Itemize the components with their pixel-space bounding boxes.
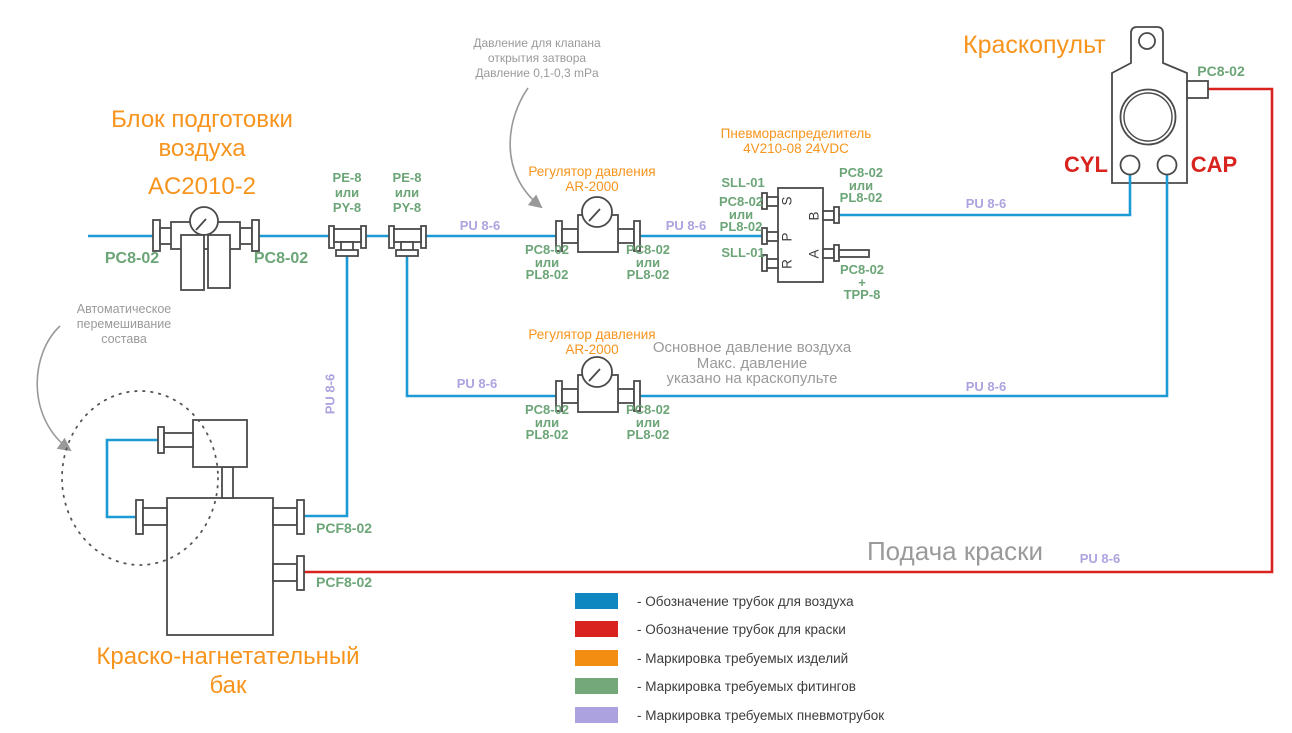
pressure-regulator-2 [555,356,641,413]
legend-row-products: - Маркировка требуемых изделий [575,650,848,666]
tee-fitting-1 [328,225,367,257]
pneumatic-distributor [761,187,870,283]
valve-pressure-note: Давление для клапана открытия затвора Да… [473,36,601,80]
legend-row-air: - Обозначение трубок для воздуха [575,593,854,609]
regulator2-fitting-right-label: PC8-02 или PL8-02 [625,402,671,442]
port-letter-r: R [780,259,795,269]
legend-swatch-tubes [575,707,618,723]
tube-label-vertical: PU 8-6 [322,373,338,415]
port-letter-p: P [780,232,795,241]
air-prep-title: Блок подготовки воздуха [111,106,293,162]
port-letter-s: S [780,196,795,205]
air-pipe-regulator2-to-cap [636,172,1169,398]
mixing-note: Автоматическое перемешивание состава [76,302,172,346]
tube-label-reg2-in: PU 8-6 [456,376,498,391]
gun-details [1119,32,1209,176]
air-pipe-tee1-to-tank [304,244,349,518]
legend-row-fittings: - Маркировка требуемых фитингов [575,678,856,694]
air-prep-fitting-left-label: PC8-02 [104,250,160,267]
air-pipe-mixing-loop [105,438,159,519]
tee1-label: PE-8 или PY-8 [332,170,362,215]
gun-fitting-label: PC8-02 [1197,63,1245,79]
air-prep-unit [152,206,260,291]
regulator2-title: Регулятор давления AR-2000 [528,327,656,357]
legend-row-paint: - Обозначение трубок для краски [575,621,846,637]
tube-label-reg2-out: PU 8-6 [965,379,1007,394]
regulator1-title: Регулятор давления AR-2000 [528,164,656,194]
regulator1-fitting-left-label: PC8-02 или PL8-02 [524,242,570,282]
air-pipe-tee2-to-regulator2 [405,244,560,398]
tube-label-paint-line: PU 8-6 [1079,551,1121,566]
distributor-fitting-s-label: SLL-01 [721,175,765,190]
paint-pipe [304,87,1274,574]
distributor-fitting-b-label: PC8-02 или PL8-02 [838,165,884,205]
tube-label-main-1: PU 8-6 [459,218,501,233]
gun-paint-port [1186,80,1209,99]
components [135,26,1188,636]
gun-cyl-label: CYL [1064,152,1108,177]
gun-cap-port [1156,154,1178,176]
legend-label-fittings: - Маркировка требуемых фитингов [637,678,856,694]
agitator-motor [192,419,248,468]
regulator1-fitting-right-label: PC8-02 или PL8-02 [625,242,671,282]
distributor-title: Пневмораспределитель 4V210-08 24VDC [720,126,872,156]
tee2-label: PE-8 или PY-8 [392,170,422,215]
pressure-regulator-1 [555,196,641,253]
legend-swatch-paint [575,621,618,637]
tank-air-fitting-label: PCF8-02 [316,520,373,536]
tee-fitting-2 [388,225,427,257]
mixing-dotted-circle [61,390,219,566]
tube-label-b-line: PU 8-6 [965,196,1007,211]
distributor-fitting-a-label: PC8-02 + TPP-8 [839,262,885,302]
gun-cyl-port [1119,154,1141,176]
legend-label-air: - Обозначение трубок для воздуха [637,593,854,609]
legend-label-tubes: - Маркировка требуемых пневмотрубок [637,707,885,723]
paint-tank [135,419,305,636]
legend-swatch-fittings [575,678,618,694]
paint-pipes [304,87,1274,574]
distributor-fitting-p-label: PC8-02 или PL8-02 [718,194,764,234]
distributor-port-letters: S B P A R [780,196,822,268]
legend-label-paint: - Обозначение трубок для краски [637,621,846,637]
gun-title: Краскопульт [963,31,1106,59]
port-letter-b: B [807,211,822,220]
air-pipe-b-to-cyl [823,172,1132,217]
paint-supply-label: Подача краски [866,536,1044,566]
air-pipes [88,172,1169,519]
tank-paint-fitting-label: PCF8-02 [316,574,373,590]
tube-label-main-2: PU 8-6 [665,218,707,233]
distributor-fitting-r-label: SLL-01 [721,245,765,260]
air-prep-fitting-right-label: PC8-02 [253,250,309,267]
port-letter-a: A [807,249,822,258]
legend-swatch-products [575,650,618,666]
air-prep-model: AC2010-2 [147,173,257,200]
gun-hanger-hole [1138,32,1156,50]
gun-air-cap-inner [1123,92,1173,142]
tank-body [166,497,274,636]
tank-title: Краско-нагнетательный бак [96,643,360,699]
valve-note-arrow [509,87,543,209]
legend-label-products: - Маркировка требуемых изделий [637,650,849,666]
mixing-note-arrow [36,325,72,452]
gun-cap-label: CAP [1190,152,1238,177]
legend-swatch-air [575,593,618,609]
regulator2-fitting-left-label: PC8-02 или PL8-02 [524,402,570,442]
main-pressure-note: Основное давление воздуха Макс. давление… [652,339,852,387]
annotations [36,87,543,452]
silencer-rod [838,249,870,258]
legend-row-tubes: - Маркировка требуемых пневмотрубок [575,707,884,723]
